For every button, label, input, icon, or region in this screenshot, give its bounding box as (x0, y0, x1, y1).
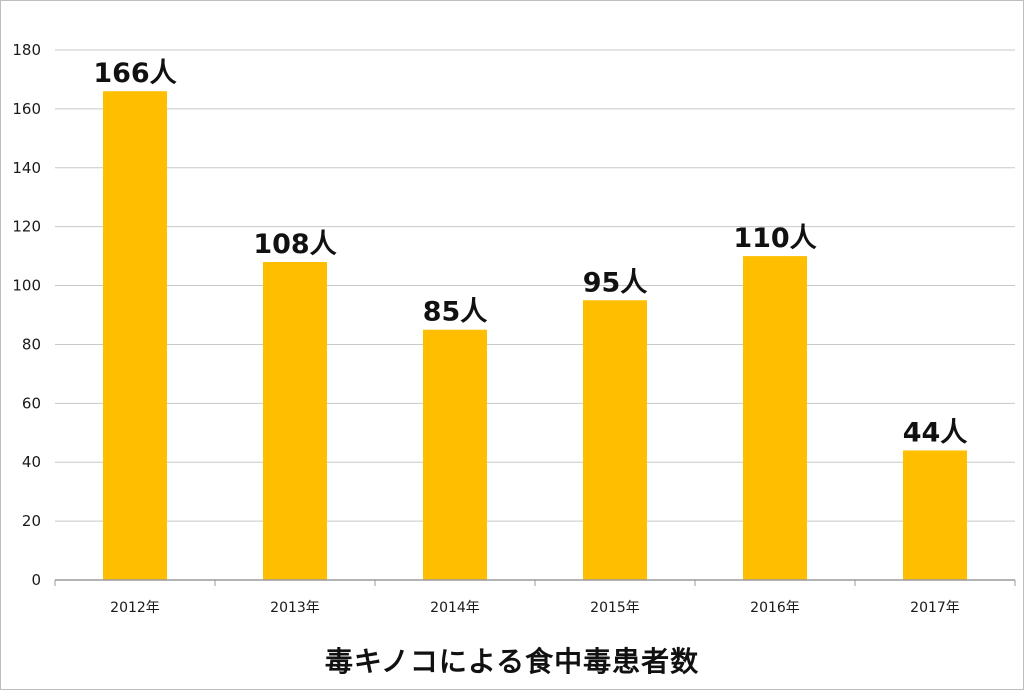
bar (103, 91, 167, 580)
bar (423, 329, 487, 580)
data-labels: 166人 108人 85人 95人 110人 44人 (93, 58, 967, 448)
x-tick-label: 2017年 (910, 600, 960, 616)
x-tick-label: 2013年 (270, 600, 320, 616)
data-label: 110人 (733, 223, 816, 254)
bar (263, 262, 327, 580)
y-tick-label: 80 (22, 335, 41, 353)
y-tick-label: 140 (12, 159, 41, 177)
x-axis: 2012年 2013年 2014年 2015年 2016年 2017年 (54, 579, 1016, 616)
x-tick-label: 2012年 (110, 600, 160, 616)
y-tick-label: 0 (31, 571, 41, 589)
data-label: 108人 (253, 229, 336, 260)
data-label: 95人 (583, 267, 648, 298)
bar (743, 256, 807, 580)
x-tick-label: 2014年 (430, 600, 480, 616)
y-axis-ticks: 0 20 40 60 80 100 120 140 160 180 (12, 41, 41, 589)
y-tick-label: 40 (22, 453, 41, 471)
x-tick-label: 2015年 (590, 600, 640, 616)
data-label: 85人 (423, 297, 488, 328)
bar (903, 450, 967, 580)
y-tick-label: 100 (12, 277, 41, 295)
y-tick-label: 180 (12, 41, 41, 59)
chart-title: 毒キノコによる食中毒患者数 (324, 645, 700, 678)
data-label: 166人 (93, 58, 176, 89)
gridlines (55, 49, 1015, 522)
bars (103, 91, 967, 580)
y-tick-label: 20 (22, 512, 41, 530)
x-tick-label: 2016年 (750, 600, 800, 616)
y-tick-label: 160 (12, 100, 41, 118)
y-tick-label: 60 (22, 394, 41, 412)
y-tick-label: 120 (12, 218, 41, 236)
data-label: 44人 (903, 417, 968, 448)
bar (583, 300, 647, 580)
